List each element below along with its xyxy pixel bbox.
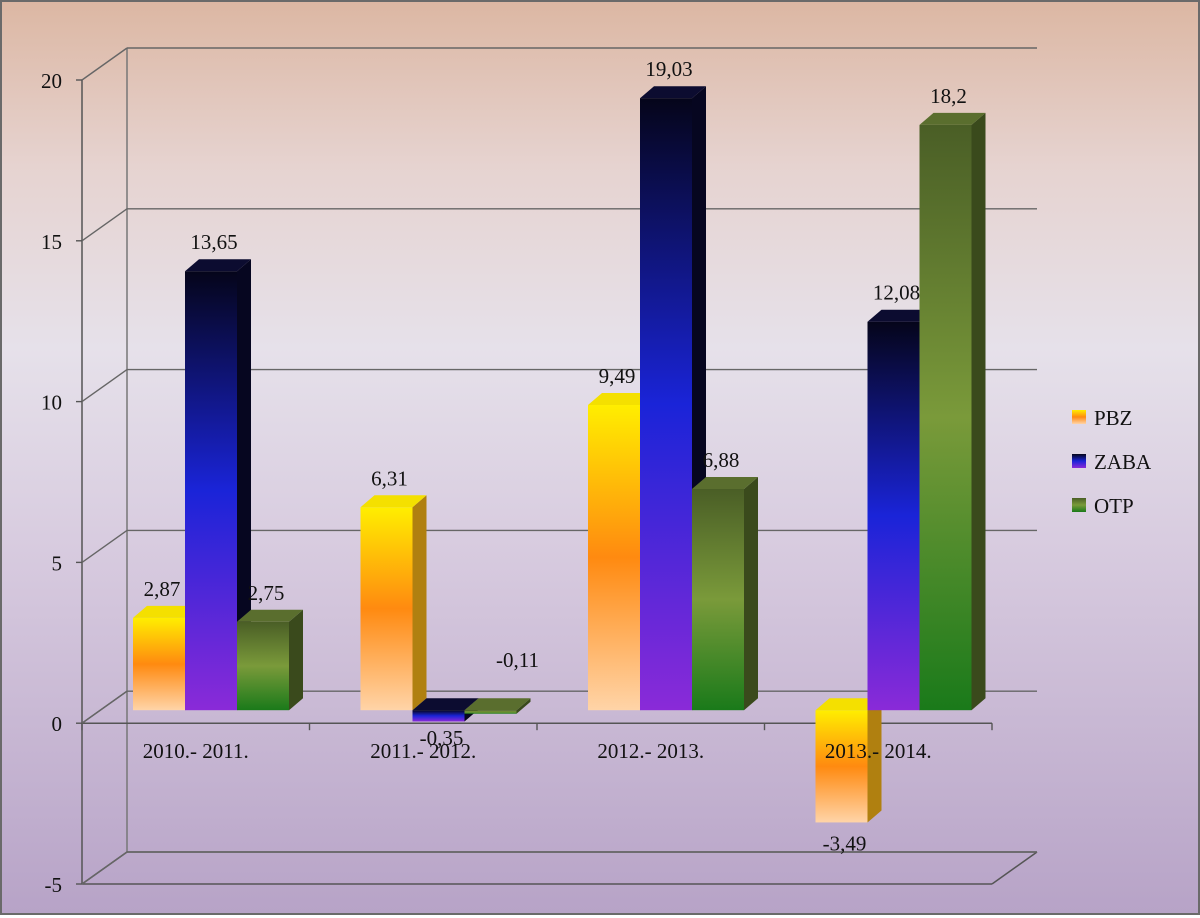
y-tick-label: 5 xyxy=(52,551,63,575)
bar-top xyxy=(412,698,479,711)
data-label: -0,35 xyxy=(420,726,464,750)
data-label: 18,2 xyxy=(930,84,967,108)
data-label: -0,11 xyxy=(496,648,539,672)
bar-top xyxy=(588,393,654,406)
gridlines xyxy=(81,47,1037,885)
bar-top xyxy=(237,609,303,622)
bar-top xyxy=(640,86,706,99)
bar-front xyxy=(412,710,465,722)
gridline-side xyxy=(81,208,128,242)
bar-otp-2 xyxy=(692,476,758,711)
gridline-side xyxy=(81,47,128,81)
data-label: 19,03 xyxy=(645,57,692,81)
bar-side xyxy=(289,609,303,711)
gridline-side xyxy=(81,690,128,724)
data-label: 6,88 xyxy=(703,448,740,472)
legend-label: PBZ xyxy=(1094,406,1133,430)
x-tick-label: 2010.- 2011. xyxy=(143,739,249,763)
gridline-side xyxy=(81,529,128,563)
bar-side xyxy=(867,698,882,823)
bar-front xyxy=(692,488,744,711)
bar-front xyxy=(919,124,972,711)
bar-front xyxy=(640,98,692,711)
legend-swatch xyxy=(1072,410,1086,424)
legend-swatch xyxy=(1072,498,1086,512)
gridline-side xyxy=(81,369,128,403)
data-label: 2,87 xyxy=(144,577,181,601)
data-label: 13,65 xyxy=(190,230,237,254)
bar-otp-0 xyxy=(237,609,303,711)
y-tick-label: 20 xyxy=(41,69,62,93)
bars xyxy=(133,86,986,823)
bar-top xyxy=(464,698,531,711)
bar-side xyxy=(971,112,986,711)
x-axis-labels: 2010.- 2011. 2011.- 2012. 2012.- 2013. 2013… xyxy=(143,739,932,763)
bar-front xyxy=(360,507,413,711)
bar-top xyxy=(815,698,882,711)
bar-front xyxy=(867,321,920,711)
legend-label: OTP xyxy=(1094,494,1134,518)
x-tick-label: 2011.- 2012. xyxy=(370,739,476,763)
x-tick-label: 2013.- 2014. xyxy=(825,739,932,763)
y-axis-ticks: -5 0 5 10 15 20 xyxy=(41,69,82,897)
bar-otp-1 xyxy=(464,698,531,714)
y-tick-label: 15 xyxy=(41,230,62,254)
bar-top xyxy=(867,309,934,322)
floor-edge-right xyxy=(991,851,1038,885)
legend-label: ZABA xyxy=(1094,450,1152,474)
data-label: 6,31 xyxy=(371,466,408,490)
data-label: 12,08 xyxy=(873,281,920,305)
legend: PBZ ZABA OTP xyxy=(1072,406,1152,518)
bar-top xyxy=(692,476,758,489)
bar-side xyxy=(412,495,427,711)
bar-front xyxy=(588,405,640,711)
bar-pbz-3 xyxy=(815,698,882,823)
bar-front xyxy=(237,621,289,711)
y-tick-label: -5 xyxy=(45,873,63,897)
bar-side xyxy=(237,259,251,711)
bar-top xyxy=(133,605,199,618)
data-label: -3,49 xyxy=(823,831,867,855)
x-tick-label: 2012.- 2013. xyxy=(597,739,704,763)
gridline-side xyxy=(81,851,128,885)
bar-top xyxy=(360,495,427,508)
bar-top xyxy=(185,259,251,272)
bar-front xyxy=(815,710,868,823)
bar-top xyxy=(919,112,986,125)
bar-side xyxy=(744,476,758,711)
bar-front xyxy=(185,271,237,711)
legend-swatch xyxy=(1072,454,1086,468)
bar-front xyxy=(133,617,185,711)
bar-front xyxy=(464,710,517,714)
data-label: 2,75 xyxy=(248,581,285,605)
data-labels: 2,87 13,65 2,75 6,31 -0,35 -0,11 9,49 19,03 6,88… xyxy=(144,57,967,855)
data-label: 9,49 xyxy=(599,364,636,388)
bar-pbz-1 xyxy=(360,495,427,711)
bar-otp-3 xyxy=(919,112,986,711)
y-tick-label: 10 xyxy=(41,391,62,415)
y-tick-label: 0 xyxy=(52,712,63,736)
bar-zaba-0 xyxy=(185,259,251,711)
bar-side xyxy=(516,698,531,714)
